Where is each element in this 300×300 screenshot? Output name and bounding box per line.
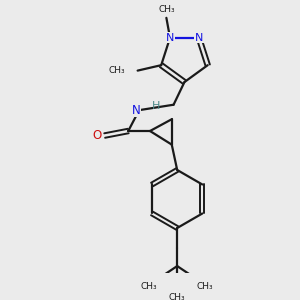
Text: CH₃: CH₃ — [197, 282, 214, 291]
Text: N: N — [132, 104, 141, 117]
Text: CH₃: CH₃ — [108, 66, 125, 75]
Text: CH₃: CH₃ — [141, 282, 158, 291]
Text: O: O — [92, 129, 101, 142]
Text: CH₃: CH₃ — [158, 5, 175, 14]
Text: N: N — [195, 33, 203, 43]
Text: H: H — [152, 100, 160, 111]
Text: CH₃: CH₃ — [169, 293, 185, 300]
Text: N: N — [166, 33, 174, 43]
